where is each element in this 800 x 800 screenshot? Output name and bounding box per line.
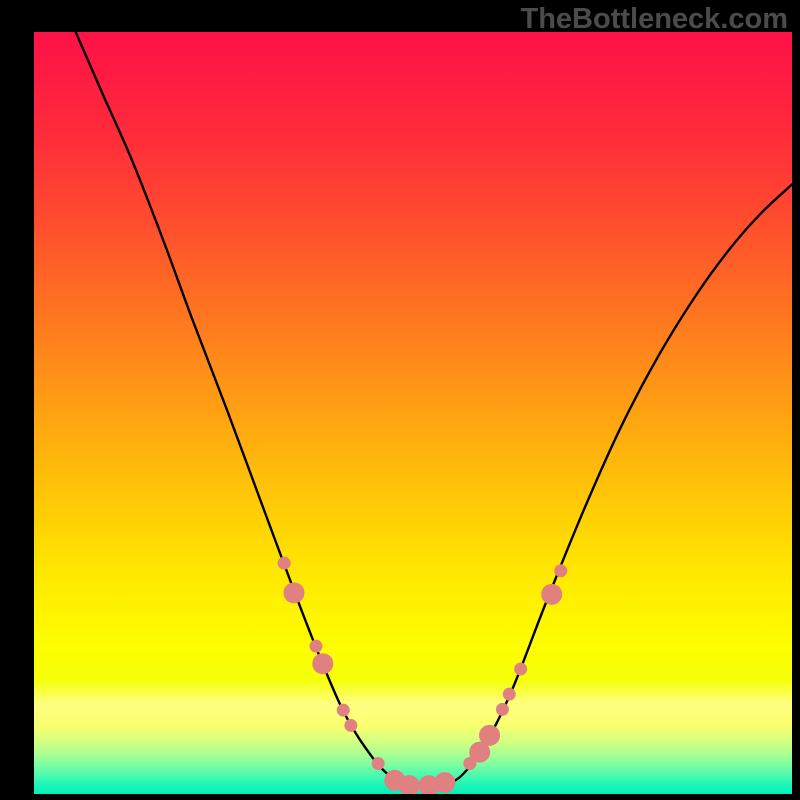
plot-area — [34, 32, 792, 794]
marker-dot — [283, 582, 304, 603]
marker-dot — [372, 757, 385, 770]
marker-dot — [434, 772, 455, 793]
curve-left-branch — [76, 32, 406, 786]
marker-dot — [541, 584, 562, 605]
watermark-text: TheBottleneck.com — [521, 3, 789, 36]
curve-layer — [34, 32, 792, 794]
marker-dot — [496, 703, 509, 716]
curve-right-branch — [443, 184, 792, 786]
marker-dot — [309, 640, 322, 653]
marker-dot — [278, 557, 291, 570]
figure-root: TheBottleneck.com — [0, 0, 800, 800]
marker-dot — [554, 564, 567, 577]
marker-dot — [312, 653, 333, 674]
marker-dot — [479, 725, 500, 746]
marker-dot — [503, 688, 516, 701]
marker-dot — [514, 663, 527, 676]
marker-dot — [337, 704, 350, 717]
marker-dot — [344, 719, 357, 732]
